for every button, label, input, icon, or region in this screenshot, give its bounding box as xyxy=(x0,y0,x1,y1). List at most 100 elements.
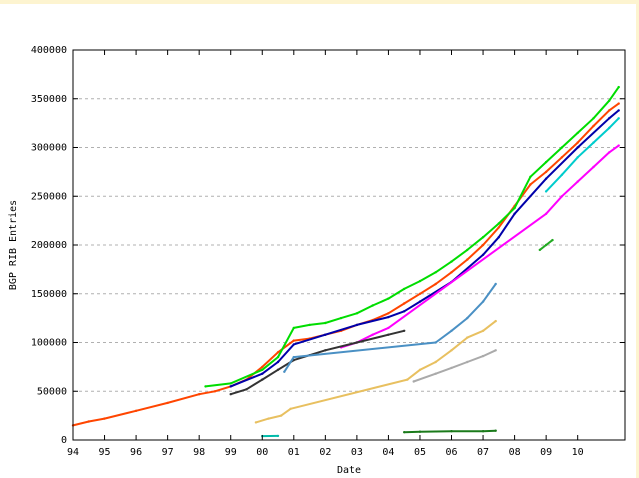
data-point xyxy=(608,117,611,120)
series-line xyxy=(72,102,620,427)
data-point xyxy=(544,243,548,247)
series xyxy=(261,434,280,438)
x-tick-label: 07 xyxy=(477,447,489,458)
data-point xyxy=(576,141,579,144)
series-line xyxy=(340,144,620,349)
data-point xyxy=(339,316,343,320)
data-point xyxy=(403,287,406,291)
data-point xyxy=(481,300,485,303)
data-point xyxy=(544,170,548,174)
data-point xyxy=(355,312,359,315)
x-tick-label: 05 xyxy=(414,447,426,458)
data-point xyxy=(481,430,485,433)
data-point xyxy=(434,282,437,286)
data-point xyxy=(617,144,620,147)
data-point xyxy=(513,206,516,210)
series xyxy=(412,349,497,383)
data-point xyxy=(497,222,500,225)
x-tick-label: 06 xyxy=(445,447,457,458)
x-tick-label: 97 xyxy=(162,447,174,458)
data-point xyxy=(466,316,469,320)
data-point xyxy=(608,99,611,102)
data-point xyxy=(276,434,280,438)
data-point xyxy=(324,333,327,336)
data-point xyxy=(560,173,564,176)
data-point xyxy=(292,343,295,346)
data-point xyxy=(280,414,283,417)
data-point xyxy=(450,349,453,352)
series xyxy=(204,85,620,388)
data-point xyxy=(592,124,595,128)
data-point xyxy=(308,323,311,327)
x-tick-label: 94 xyxy=(67,447,79,458)
data-point xyxy=(166,401,169,405)
series-line xyxy=(205,86,620,388)
data-point xyxy=(261,378,264,381)
series-line xyxy=(255,320,497,424)
data-point xyxy=(403,329,406,332)
data-point xyxy=(494,429,497,432)
data-point xyxy=(204,385,207,388)
data-point xyxy=(538,248,541,252)
data-point xyxy=(276,368,280,371)
data-point xyxy=(551,238,554,242)
x-tick-label: 02 xyxy=(319,447,331,458)
data-point xyxy=(289,407,292,410)
data-point xyxy=(406,378,409,381)
data-point xyxy=(576,180,579,183)
data-point xyxy=(529,183,532,186)
data-point xyxy=(617,109,620,112)
data-point xyxy=(198,393,201,396)
x-tick-label: 96 xyxy=(130,447,142,458)
data-point xyxy=(418,279,422,283)
data-point xyxy=(434,341,437,344)
x-tick-label: 09 xyxy=(540,447,552,458)
data-point xyxy=(403,302,406,305)
data-point xyxy=(229,382,232,385)
y-tick-label: 200000 xyxy=(31,240,67,251)
data-point xyxy=(513,212,516,215)
data-point xyxy=(283,370,286,373)
data-point xyxy=(292,326,295,330)
data-point xyxy=(276,355,280,359)
data-point xyxy=(560,146,564,149)
data-point xyxy=(450,271,453,274)
y-tick-label: 250000 xyxy=(31,191,67,202)
y-tick-label: 150000 xyxy=(31,289,67,300)
data-point xyxy=(418,368,422,371)
data-point xyxy=(324,321,327,325)
y-tick-label: 350000 xyxy=(31,94,67,105)
top-border-strip xyxy=(0,0,639,4)
y-tick-label: 300000 xyxy=(31,143,67,154)
data-point xyxy=(481,329,485,332)
data-point xyxy=(481,253,485,256)
data-point xyxy=(576,146,579,149)
series-line xyxy=(545,117,620,193)
data-point xyxy=(481,243,485,247)
data-point xyxy=(617,102,620,105)
data-point xyxy=(324,349,327,352)
y-tick-label: 0 xyxy=(61,435,67,446)
y-axis-label: BGP RIB Entries xyxy=(8,200,19,290)
right-border-strip xyxy=(636,0,639,478)
series xyxy=(544,117,620,193)
x-tick-label: 95 xyxy=(99,447,111,458)
data-point xyxy=(292,355,295,359)
data-point xyxy=(292,339,295,342)
data-point xyxy=(560,156,564,159)
data-point xyxy=(544,212,548,215)
data-point xyxy=(617,117,620,120)
data-point xyxy=(87,420,91,423)
x-tick-label: 10 xyxy=(572,447,584,458)
data-point xyxy=(544,190,548,193)
x-tick-label: 03 xyxy=(351,447,363,458)
series-line xyxy=(230,329,405,396)
data-point xyxy=(213,390,217,393)
data-point xyxy=(387,333,390,336)
data-point xyxy=(466,248,469,252)
data-point xyxy=(529,175,532,178)
data-point xyxy=(387,326,390,330)
data-point xyxy=(387,315,390,319)
